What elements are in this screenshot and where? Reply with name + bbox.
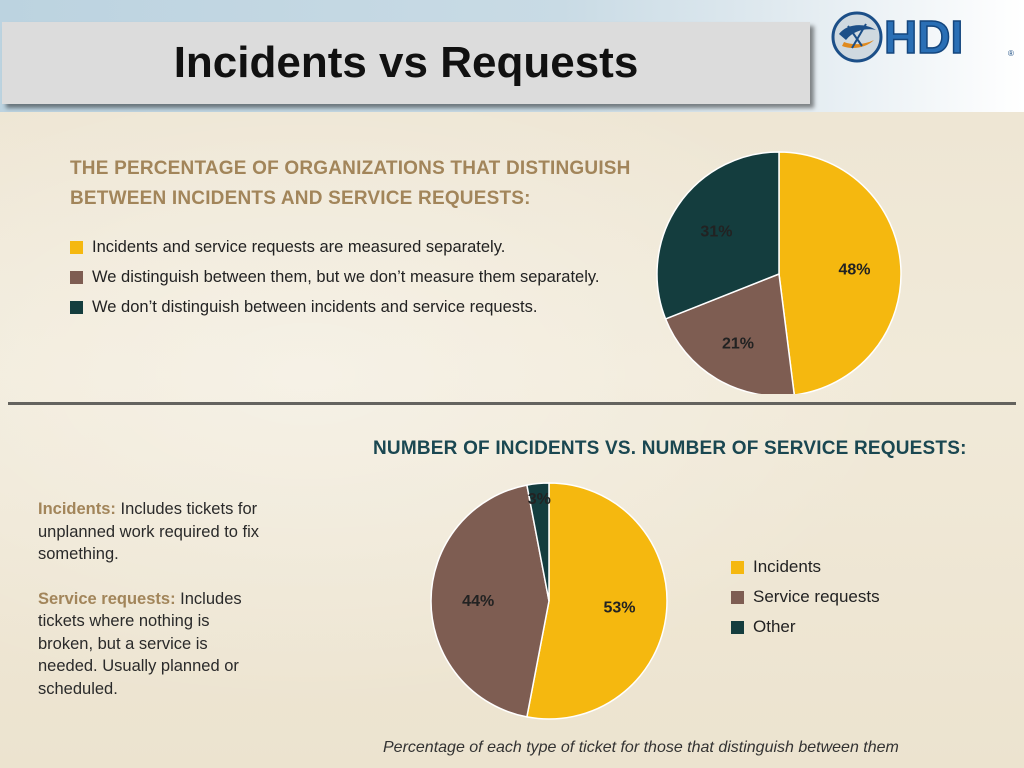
chart2-caption: Percentage of each type of ticket for th… [383,739,899,756]
legend-swatch [70,271,83,284]
legend-item: Incidents [731,556,880,586]
section-divider [8,402,1016,405]
pie-chart-2: 53% 44% 3% [430,482,668,720]
section1-heading-line1: THE PERCENTAGE OF ORGANIZATIONS THAT DIS… [70,158,631,179]
logo-text: HDI [884,11,963,63]
legend-item: Incidents and service requests are measu… [70,236,600,266]
chart1-legend: Incidents and service requests are measu… [70,236,600,326]
section2-heading: NUMBER OF INCIDENTS VS. NUMBER OF SERVIC… [373,438,967,459]
legend-item: We don’t distinguish between incidents a… [70,296,600,326]
slice-label: 53% [603,600,635,617]
pie-slice [526,482,668,720]
slice-label: 21% [722,335,754,352]
legend-label: We don’t distinguish between incidents a… [92,298,538,316]
legend-label: Incidents [753,557,822,576]
slide-title: Incidents vs Requests [173,38,639,87]
infographic: THE PERCENTAGE OF ORGANIZATIONS THAT DIS… [0,112,1024,768]
pie-chart-1: 48% 21% 31% [656,151,902,394]
legend-swatch [731,591,744,604]
slice-label: 48% [838,261,870,278]
slice-label: 3% [528,491,551,508]
legend-label: Incidents and service requests are measu… [92,238,506,256]
incidents-definition: Incidents: Includes tickets for unplanne… [38,498,268,566]
pie-slice [656,151,780,320]
incidents-term: Incidents: [38,500,116,518]
legend-item: Service requests [731,586,880,616]
requests-text: Includes tickets where nothing is broken… [38,589,242,698]
requests-term: Service requests: [38,589,176,608]
pie-slice [664,272,795,394]
legend-item: We distinguish between them, but we don’… [70,266,600,296]
legend-label: Other [753,617,796,636]
legend-swatch [70,241,83,254]
hdi-logo: HDI ® [831,10,1014,64]
legend-item: Other [731,616,880,646]
section1-heading-line2: BETWEEN INCIDENTS AND SERVICE REQUESTS: [70,188,531,209]
legend-swatch [731,621,744,634]
pie-slice [526,482,550,602]
section1-heading: THE PERCENTAGE OF ORGANIZATIONS THAT DIS… [70,154,650,214]
definitions: Incidents: Includes tickets for unplanne… [38,498,268,722]
requests-definition: Service requests: Includes tickets where… [38,588,268,701]
legend-label: Service requests [753,587,880,606]
title-bar: Incidents vs Requests [2,22,810,104]
legend-swatch [731,561,744,574]
legend-label: We distinguish between them, but we don’… [92,268,600,286]
incidents-text: Includes tickets for unplanned work requ… [38,500,260,563]
slice-label: 44% [462,593,494,610]
chart2-legend: Incidents Service requests Other [731,556,880,646]
slice-label: 31% [700,223,732,240]
pie-slice [430,484,550,718]
pie-slice [778,151,902,394]
svg-text:®: ® [1008,49,1014,58]
legend-swatch [70,301,83,314]
